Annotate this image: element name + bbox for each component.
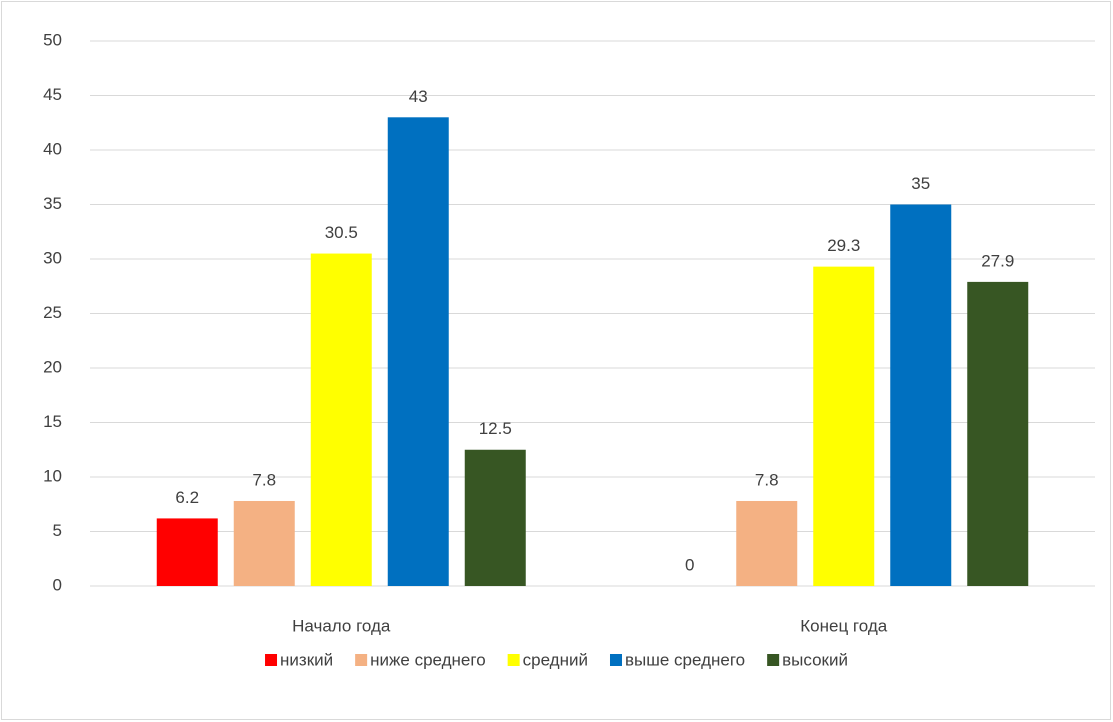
data-label: 27.9 <box>981 251 1014 270</box>
legend-label: низкий <box>280 650 333 669</box>
legend-label: средний <box>523 650 588 669</box>
legend-swatch <box>767 654 780 666</box>
legend-label: выше среднего <box>625 650 745 669</box>
bar <box>387 117 449 587</box>
y-tick-label: 10 <box>43 466 62 485</box>
data-label: 6.2 <box>175 488 199 507</box>
data-label: 43 <box>409 87 428 106</box>
y-tick-label: 35 <box>43 194 62 213</box>
legend-swatch <box>355 654 368 666</box>
y-tick-label: 20 <box>43 357 62 376</box>
y-tick-label: 25 <box>43 303 62 322</box>
y-tick-label: 15 <box>43 412 62 431</box>
legend-label: ниже среднего <box>370 650 486 669</box>
bar <box>967 281 1029 586</box>
bar <box>310 253 372 587</box>
data-label: 35 <box>911 174 930 193</box>
y-tick-label: 30 <box>43 248 62 267</box>
legend: низкий ниже среднего средний выше среднего в… <box>265 650 848 669</box>
bar <box>890 204 952 586</box>
x-tick-label: Начало года <box>292 616 391 635</box>
bar <box>233 500 295 586</box>
data-label: 30.5 <box>325 223 358 242</box>
legend-label: высокий <box>782 650 848 669</box>
legend-swatch <box>609 654 622 666</box>
data-label: 0 <box>685 555 694 574</box>
x-tick-label: Конец года <box>800 616 887 635</box>
legend-swatch <box>265 654 278 666</box>
y-tick-label: 5 <box>53 521 62 540</box>
bar <box>156 518 218 586</box>
bar <box>464 449 526 586</box>
data-label: 7.8 <box>755 470 779 489</box>
y-tick-label: 40 <box>43 139 62 158</box>
bar <box>813 266 875 586</box>
legend-swatch <box>507 654 520 666</box>
y-tick-label: 45 <box>43 85 62 104</box>
data-label: 29.3 <box>827 236 860 255</box>
bar <box>736 500 798 586</box>
data-label: 7.8 <box>252 470 276 489</box>
y-tick-label: 0 <box>53 575 62 594</box>
data-label: 12.5 <box>479 419 512 438</box>
y-tick-label: 50 <box>43 30 62 49</box>
